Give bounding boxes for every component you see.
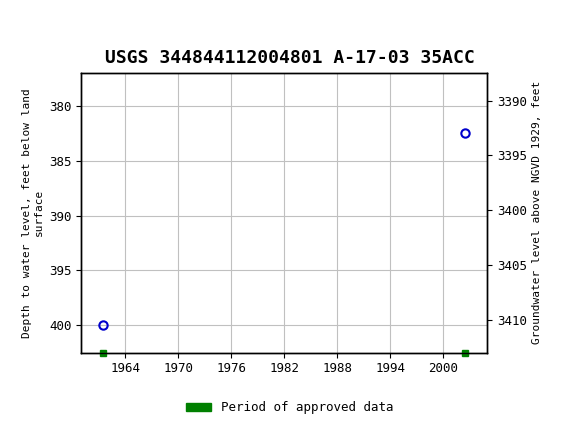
- Text: ≋: ≋: [7, 13, 28, 37]
- Text: USGS: USGS: [38, 15, 102, 35]
- Text: USGS 344844112004801 A-17-03 35ACC: USGS 344844112004801 A-17-03 35ACC: [105, 49, 475, 67]
- Legend: Period of approved data: Period of approved data: [181, 396, 399, 419]
- Y-axis label: Groundwater level above NGVD 1929, feet: Groundwater level above NGVD 1929, feet: [532, 81, 542, 344]
- Y-axis label: Depth to water level, feet below land
surface: Depth to water level, feet below land su…: [22, 88, 44, 338]
